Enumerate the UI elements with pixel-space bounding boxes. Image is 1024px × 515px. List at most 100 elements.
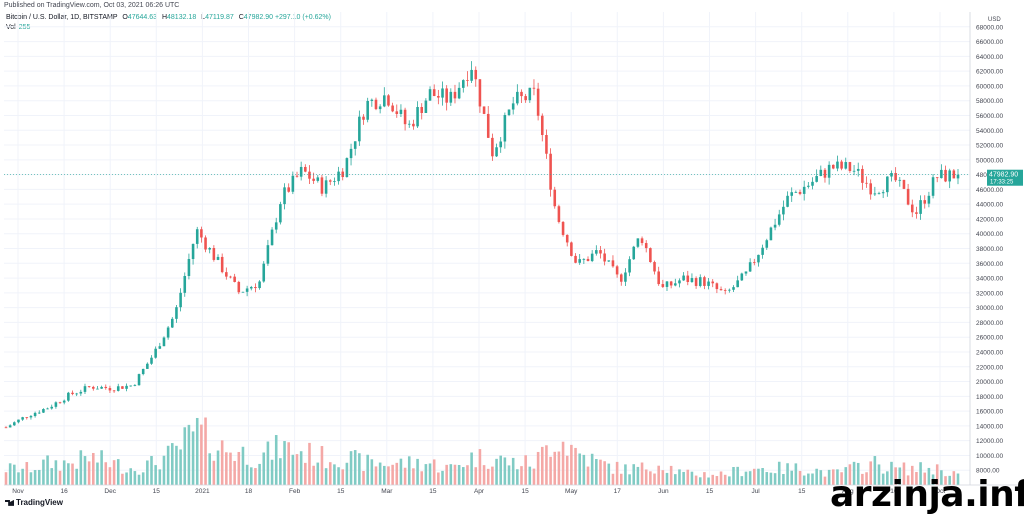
candle-body bbox=[437, 96, 440, 98]
volume-bar bbox=[229, 452, 232, 485]
price-tick-label: 56000.00 bbox=[976, 113, 1003, 120]
volume-bar bbox=[304, 462, 307, 485]
volume-bar bbox=[769, 472, 773, 485]
candle-body bbox=[299, 166, 303, 177]
volume-bar bbox=[245, 464, 249, 485]
candle-body bbox=[137, 374, 141, 386]
candle-body bbox=[428, 89, 432, 101]
candle-body bbox=[383, 95, 386, 107]
price-tick-label: 60000.00 bbox=[976, 83, 1003, 90]
volume-bar bbox=[711, 474, 715, 485]
volume-bar bbox=[836, 469, 839, 485]
candle-body bbox=[711, 281, 715, 284]
candle-body bbox=[640, 238, 644, 244]
candle-body bbox=[873, 193, 877, 195]
candle-body bbox=[129, 385, 133, 387]
volume-bar bbox=[42, 459, 45, 485]
candle-body bbox=[187, 259, 191, 277]
volume-bar bbox=[62, 460, 66, 485]
volume-bar bbox=[407, 456, 411, 485]
candle-body bbox=[923, 200, 927, 204]
volume-bar bbox=[96, 462, 99, 485]
candle-body bbox=[545, 134, 548, 154]
volume-bar bbox=[83, 456, 87, 485]
candle-body bbox=[362, 116, 365, 120]
volume-bar bbox=[952, 471, 956, 485]
candle-body bbox=[462, 80, 465, 88]
candle-body bbox=[840, 161, 843, 169]
volume-bar bbox=[312, 465, 315, 485]
candle-body bbox=[728, 289, 731, 291]
volume-bar bbox=[208, 453, 211, 485]
candle-body bbox=[104, 386, 108, 389]
volume-bar bbox=[162, 455, 166, 485]
volume-bar bbox=[466, 465, 469, 485]
candle-body bbox=[324, 180, 328, 194]
volume-bar bbox=[266, 441, 270, 485]
volume-bar bbox=[819, 470, 823, 485]
volume-bar bbox=[21, 468, 24, 485]
volume-bar bbox=[486, 468, 490, 485]
volume-bar bbox=[595, 459, 598, 485]
candle-body bbox=[661, 284, 665, 287]
candle-body bbox=[836, 161, 839, 169]
volume-bar bbox=[611, 473, 615, 485]
candle-body bbox=[906, 188, 910, 205]
volume-bar bbox=[462, 467, 465, 485]
candle-body bbox=[262, 263, 266, 282]
low-label: L bbox=[201, 14, 206, 21]
volume-bar bbox=[358, 453, 361, 485]
time-tick-label: 15 bbox=[153, 488, 161, 495]
candle-body bbox=[636, 238, 640, 247]
candle-body bbox=[561, 221, 565, 235]
price-tick-label: 26000.00 bbox=[976, 335, 1003, 342]
volume-bar bbox=[187, 424, 191, 485]
volume-bar bbox=[798, 470, 802, 485]
volume-bar bbox=[399, 458, 403, 485]
volume-bar bbox=[719, 471, 723, 485]
candle-body bbox=[511, 103, 515, 110]
time-tick-label: 15 bbox=[706, 488, 714, 495]
candle-body bbox=[75, 393, 78, 395]
candle-body bbox=[619, 274, 623, 282]
candle-body bbox=[13, 422, 16, 426]
volume-bar bbox=[723, 474, 727, 485]
volume-bar bbox=[794, 463, 798, 485]
candle-body bbox=[25, 417, 29, 418]
candle-body bbox=[732, 287, 735, 290]
volume-bar bbox=[158, 469, 162, 485]
volume-bar bbox=[615, 461, 619, 485]
volume-bar bbox=[624, 464, 627, 485]
candle-body bbox=[420, 107, 424, 114]
candle-body bbox=[952, 170, 956, 179]
candle-body bbox=[133, 385, 137, 386]
volume-bar bbox=[744, 471, 748, 485]
volume-bar bbox=[391, 464, 394, 485]
volume-bar bbox=[482, 465, 486, 485]
volume-bar bbox=[54, 460, 58, 485]
candle-body bbox=[516, 91, 519, 104]
volume-bar bbox=[881, 473, 885, 485]
candle-body bbox=[915, 212, 918, 214]
last-price-text: 47982.90 bbox=[989, 172, 1018, 179]
candle-body bbox=[125, 385, 128, 389]
volume-bar bbox=[333, 464, 336, 485]
volume-bar bbox=[915, 471, 918, 485]
volume-bar bbox=[92, 452, 95, 485]
volume-bar bbox=[807, 473, 810, 485]
candle-body bbox=[682, 275, 685, 281]
candle-body bbox=[549, 153, 552, 190]
volume-bar bbox=[748, 471, 752, 485]
volume-bar bbox=[682, 471, 685, 485]
candle-body bbox=[241, 291, 245, 293]
volume-bar bbox=[590, 453, 594, 485]
candle-body bbox=[449, 91, 453, 103]
volume-bar bbox=[378, 462, 382, 485]
volume-bar bbox=[4, 472, 8, 485]
volume-bar bbox=[815, 468, 818, 485]
candle-body bbox=[935, 177, 939, 179]
candle-body bbox=[33, 412, 37, 417]
volume-bar bbox=[216, 450, 220, 485]
candle-body bbox=[723, 290, 727, 292]
